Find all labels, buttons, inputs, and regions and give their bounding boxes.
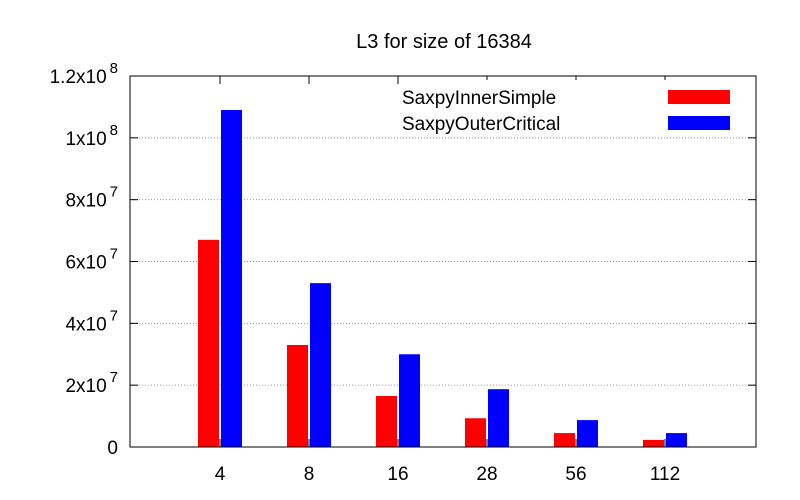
x-tick-label: 112 [650,464,680,485]
y-tick-label-base: 1x10 [65,129,106,150]
legend-label: SaxpyInnerSimple [402,88,556,109]
legend: SaxpyInnerSimple SaxpyOuterCritical [400,80,752,136]
legend-swatch [668,116,730,130]
y-tick-label: 6x10 7 [65,246,118,274]
x-tick-label: 16 [387,464,408,485]
x-tick-label: 4 [215,464,226,485]
y-tick-label: 2x10 7 [65,369,118,397]
y-tick-label-base: 6x10 [65,253,106,274]
legend-label: SaxpyOuterCritical [402,114,560,135]
bar-saxpyoutercritical-8 [310,283,331,447]
y-tick-label: 1.2x10 8 [50,60,118,88]
bars [198,110,687,447]
bar-saxpyinnersimple-56 [554,433,575,447]
y-tick-label-exponent: 7 [110,184,118,201]
x-tick-label: 28 [476,464,497,485]
y-tick-label: 8x10 7 [65,184,118,212]
y-tick-label-exponent: 8 [110,60,118,77]
x-tick-label: 8 [304,464,315,485]
bar-saxpyoutercritical-112 [666,433,687,447]
bar-saxpyoutercritical-16 [399,354,420,447]
y-tick-label: 1x10 8 [65,122,118,150]
y-tick-label-base: 4x10 [65,314,106,335]
bar-saxpyinnersimple-16 [376,395,397,447]
grid-lines [130,137,756,386]
bar-saxpyoutercritical-4 [221,110,242,447]
y-tick-label-base: 0 [107,438,118,459]
y-tick-label-exponent: 8 [110,122,118,139]
bar-saxpyinnersimple-112 [643,439,664,447]
legend-swatch [668,90,730,104]
bar-saxpyoutercritical-28 [488,389,509,447]
y-tick-label-base: 8x10 [65,191,106,212]
y-tick-label: 0 [107,438,118,459]
bar-saxpyinnersimple-8 [287,344,308,447]
bar-saxpyinnersimple-28 [465,418,486,447]
x-tick-label: 56 [565,464,586,485]
y-tick-label-exponent: 7 [110,246,118,263]
y-tick-label-base: 1.2x10 [50,67,107,88]
bar-saxpyinnersimple-4 [198,239,219,447]
y-tick-label: 4x10 7 [65,307,118,335]
bar-saxpyoutercritical-56 [577,420,598,447]
y-tick-label-exponent: 7 [110,307,118,324]
chart-title: L3 for size of 16384 [356,31,532,53]
y-tick-label-exponent: 7 [110,369,118,386]
y-tick-label-base: 2x10 [65,376,106,397]
